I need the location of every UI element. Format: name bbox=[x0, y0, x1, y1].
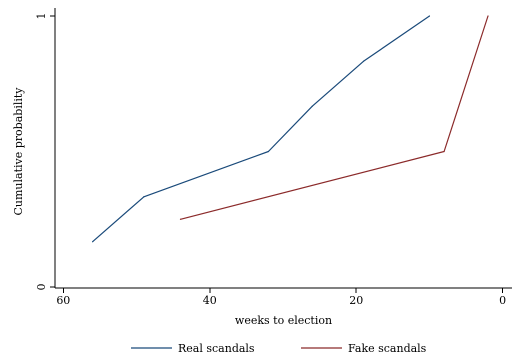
x-tick-label: 40 bbox=[203, 294, 217, 307]
data-point bbox=[92, 241, 94, 243]
x-axis-title: weeks to election bbox=[235, 314, 332, 327]
data-point bbox=[443, 150, 445, 153]
x-tick-label: 20 bbox=[349, 294, 363, 307]
data-point bbox=[179, 218, 182, 220]
series-layer bbox=[92, 15, 489, 243]
y-tick-label: 1 bbox=[35, 13, 48, 20]
y-axis-title: Cumulative probability bbox=[12, 87, 25, 216]
axes-layer: 0 1 60 40 20 0 weeks to election Cumulative pro… bbox=[12, 8, 512, 327]
legend-label: Fake scandals bbox=[348, 342, 427, 355]
data-point bbox=[362, 60, 365, 62]
series-line-real-scandals bbox=[92, 15, 430, 243]
x-tick-label: 0 bbox=[499, 294, 506, 307]
y-tick-label: 0 bbox=[35, 284, 48, 291]
legend-label: Real scandals bbox=[178, 342, 255, 355]
data-point bbox=[143, 196, 145, 198]
data-point bbox=[267, 150, 269, 153]
data-point bbox=[311, 105, 313, 107]
x-tick-label: 60 bbox=[56, 294, 70, 307]
data-point bbox=[487, 15, 489, 17]
data-point bbox=[428, 15, 431, 17]
legend: Real scandals Fake scandals bbox=[131, 342, 427, 355]
series-line-fake-scandals bbox=[180, 15, 489, 220]
